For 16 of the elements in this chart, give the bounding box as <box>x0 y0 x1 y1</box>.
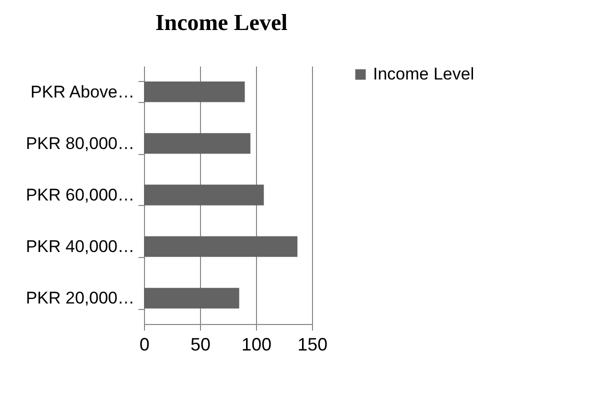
bar <box>144 236 298 257</box>
bar <box>144 288 240 309</box>
y-tick-label: PKR 80,000… <box>26 134 134 153</box>
y-tick-label: PKR 40,000… <box>26 237 134 256</box>
bar <box>144 81 245 102</box>
y-tick-label: PKR Above… <box>30 82 134 102</box>
bar <box>144 184 264 206</box>
x-tick-label: 100 <box>241 334 272 354</box>
chart-title: Income Level <box>155 10 288 35</box>
y-tick-label: PKR 20,000… <box>26 288 134 308</box>
y-tick-label: PKR 60,000… <box>26 186 134 204</box>
x-tick-label: 50 <box>190 334 211 354</box>
legend-label: Income Level <box>373 64 474 84</box>
bar <box>144 133 250 154</box>
x-tick-label: 150 <box>297 334 328 354</box>
x-tick-label: 0 <box>139 334 150 354</box>
